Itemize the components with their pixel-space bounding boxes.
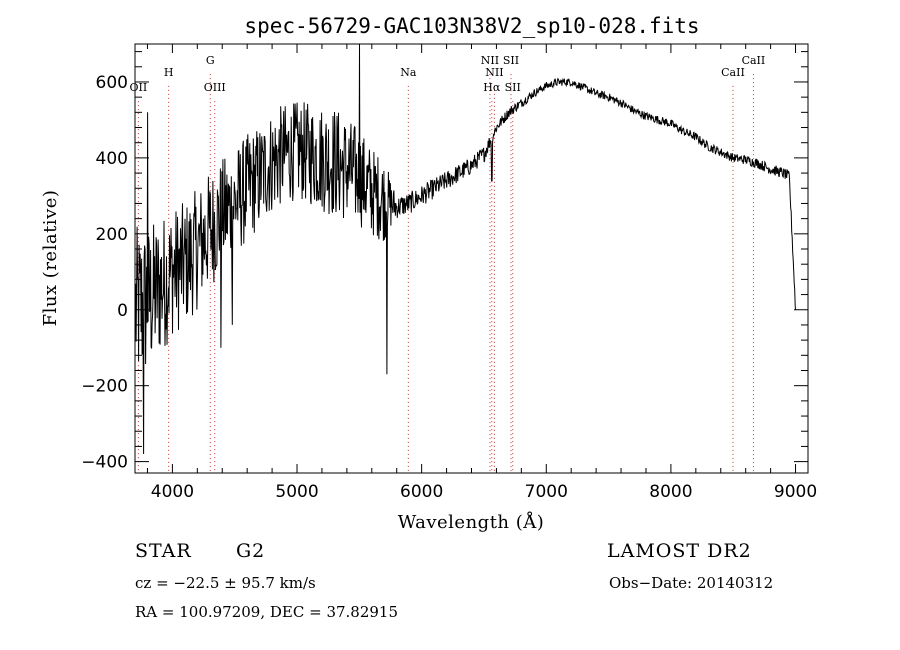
spectrum-series-line [135,43,796,455]
spectral-line-markers [137,74,754,473]
y-axis-ticks: −400 −200 0 200 400 600 [81,51,808,473]
spectral-line-label: CaII [742,54,766,67]
x-tick-label: 5000 [275,482,318,502]
spectral-line-label: OIII [204,81,226,94]
spectral-line-label: OII [130,81,148,94]
spectral-line-label: G [206,54,215,67]
y-tick-label: −200 [81,377,128,397]
spectral-line-label: Na [400,66,417,79]
y-tick-label: 600 [96,73,128,93]
y-tick-label: 200 [96,225,128,245]
object-class: STAR [135,540,192,562]
observation-date: Obs−Date: 20140312 [609,574,774,592]
object-subclass: G2 [236,540,266,562]
ra-dec-coordinates: RA = 100.97209, DEC = 37.82915 [135,603,399,621]
x-tick-label: 7000 [525,482,568,502]
spectral-line-label: H [164,66,174,79]
spectral-line-label: SII [505,81,521,94]
spectrum-chart: spec-56729-GAC103N38V2_sp10-028.fits OII… [40,14,817,533]
x-axis-label: Wavelength (Å) [398,511,545,533]
spectral-line-label: SII [503,54,519,67]
spectral-line-label: NII [481,54,499,67]
y-tick-label: 0 [117,301,128,321]
x-tick-label: 4000 [151,482,194,502]
x-tick-label: 9000 [774,482,817,502]
plot-frame [134,43,809,474]
x-tick-label: 8000 [649,482,692,502]
y-tick-label: 400 [96,149,128,169]
spectral-line-label: NII [485,66,503,79]
y-tick-label: −400 [81,453,128,473]
chart-title: spec-56729-GAC103N38V2_sp10-028.fits [244,14,699,38]
spectral-line-label: Hα [483,81,501,94]
spectral-line-label: CaII [721,66,745,79]
redshift-cz: cz = −22.5 ± 95.7 km/s [135,574,316,592]
y-axis-label: Flux (relative) [40,190,61,327]
x-tick-label: 6000 [400,482,443,502]
survey-name: LAMOST DR2 [607,540,752,562]
x-axis-ticks: 4000 5000 6000 7000 8000 9000 [146,44,817,502]
